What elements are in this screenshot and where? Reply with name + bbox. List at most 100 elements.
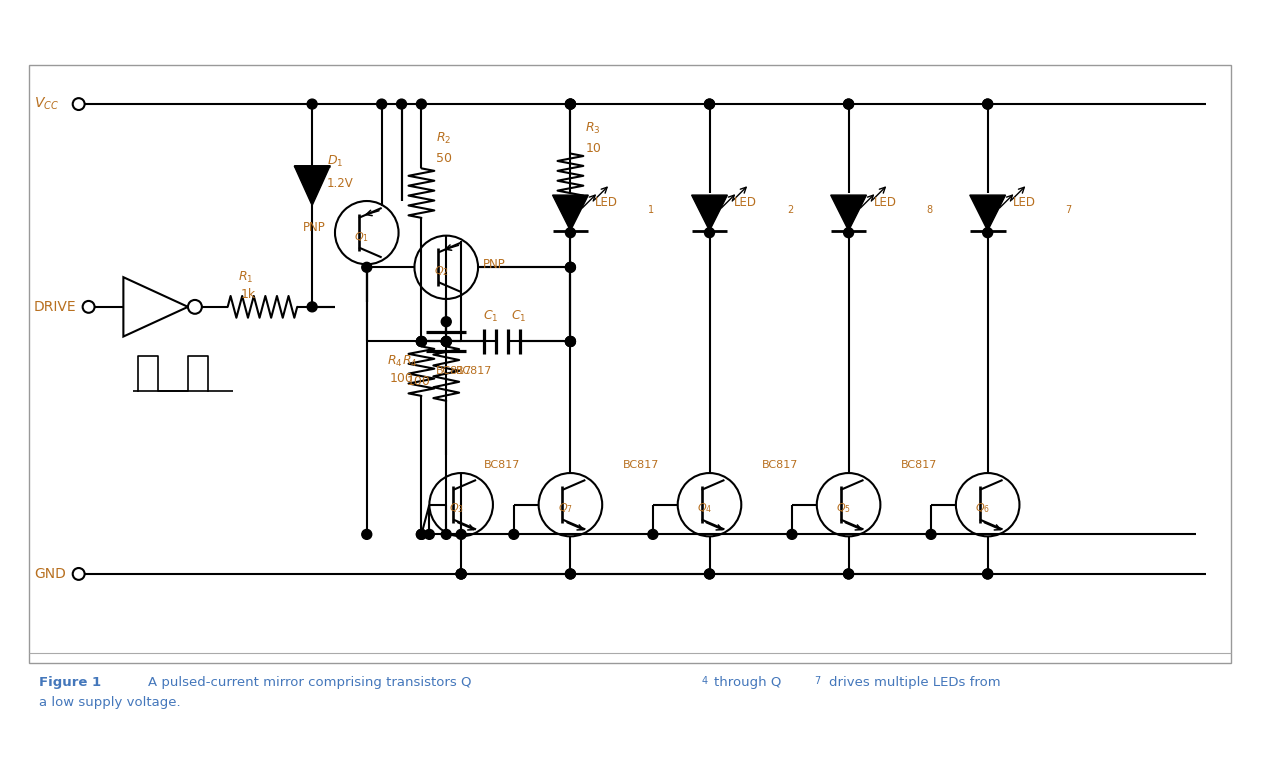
Circle shape — [82, 301, 95, 313]
Text: $R_3$: $R_3$ — [585, 121, 602, 136]
Circle shape — [844, 99, 854, 109]
Polygon shape — [831, 195, 867, 231]
Circle shape — [844, 569, 854, 579]
Circle shape — [442, 336, 452, 346]
Circle shape — [456, 569, 466, 579]
Circle shape — [307, 302, 317, 311]
Text: $V_{CC}$: $V_{CC}$ — [34, 96, 60, 113]
Circle shape — [566, 569, 575, 579]
Text: 4: 4 — [702, 675, 708, 685]
Text: through Q: through Q — [714, 676, 782, 689]
Circle shape — [442, 336, 452, 346]
Circle shape — [566, 99, 575, 109]
Circle shape — [377, 99, 387, 109]
Text: $Q_3$: $Q_3$ — [449, 501, 463, 514]
Text: 2: 2 — [787, 205, 793, 215]
Circle shape — [442, 530, 452, 540]
Circle shape — [704, 569, 714, 579]
Circle shape — [704, 99, 714, 109]
Circle shape — [416, 99, 426, 109]
Circle shape — [566, 336, 575, 346]
Polygon shape — [294, 166, 330, 205]
Circle shape — [416, 530, 426, 540]
Text: $D_1$: $D_1$ — [327, 153, 344, 169]
Circle shape — [566, 262, 575, 272]
Circle shape — [982, 569, 992, 579]
Text: BC817: BC817 — [437, 366, 472, 376]
Circle shape — [362, 262, 372, 272]
Text: $R_2$: $R_2$ — [437, 131, 452, 146]
Text: PNP: PNP — [303, 221, 326, 234]
Circle shape — [844, 569, 854, 579]
Polygon shape — [970, 195, 1005, 231]
Circle shape — [509, 530, 519, 540]
Text: 7: 7 — [813, 675, 820, 685]
Text: BC817: BC817 — [456, 366, 492, 376]
Text: 100: 100 — [390, 372, 414, 385]
Circle shape — [424, 530, 434, 540]
Circle shape — [72, 98, 85, 110]
Text: $Q_2$: $Q_2$ — [434, 264, 449, 278]
Circle shape — [416, 336, 426, 346]
Circle shape — [844, 227, 854, 237]
Text: BC817: BC817 — [483, 460, 520, 470]
Circle shape — [416, 530, 426, 540]
Text: a low supply voltage.: a low supply voltage. — [39, 696, 180, 709]
Text: 8: 8 — [926, 205, 933, 215]
Text: $Q_4$: $Q_4$ — [697, 501, 712, 514]
Circle shape — [442, 336, 452, 346]
Circle shape — [566, 336, 575, 346]
Text: $C_1$: $C_1$ — [483, 309, 499, 325]
Circle shape — [72, 568, 85, 580]
Text: BC817: BC817 — [763, 460, 798, 470]
Text: $R_1$: $R_1$ — [237, 270, 253, 284]
Circle shape — [188, 300, 202, 314]
Text: 1.2V: 1.2V — [327, 177, 354, 190]
Text: PNP: PNP — [483, 258, 506, 271]
Circle shape — [982, 99, 992, 109]
Circle shape — [456, 569, 466, 579]
Text: 10: 10 — [585, 142, 602, 155]
Circle shape — [648, 530, 657, 540]
Text: 100: 100 — [406, 375, 430, 388]
Circle shape — [704, 99, 714, 109]
Circle shape — [442, 317, 452, 327]
Polygon shape — [692, 195, 727, 231]
Circle shape — [566, 99, 575, 109]
Circle shape — [704, 227, 714, 237]
Text: $Q_1$: $Q_1$ — [354, 230, 369, 244]
Circle shape — [456, 569, 466, 579]
Text: LED: LED — [873, 197, 896, 210]
Text: 1: 1 — [648, 205, 654, 215]
Circle shape — [982, 99, 992, 109]
Circle shape — [787, 530, 797, 540]
Text: BC817: BC817 — [623, 460, 660, 470]
Circle shape — [397, 99, 406, 109]
Text: 7: 7 — [1065, 205, 1071, 215]
Text: Figure 1: Figure 1 — [39, 676, 102, 689]
Circle shape — [926, 530, 937, 540]
Polygon shape — [552, 195, 589, 231]
Text: LED: LED — [595, 197, 618, 210]
Text: GND: GND — [34, 567, 66, 581]
Text: LED: LED — [735, 197, 758, 210]
Text: $Q_7$: $Q_7$ — [558, 501, 574, 514]
Circle shape — [982, 569, 992, 579]
Text: $Q_5$: $Q_5$ — [836, 501, 851, 514]
Text: A pulsed-current mirror comprising transistors Q: A pulsed-current mirror comprising trans… — [148, 676, 472, 689]
Text: $R_4$: $R_4$ — [401, 354, 418, 369]
Circle shape — [456, 530, 466, 540]
Text: $R_4$: $R_4$ — [387, 354, 402, 369]
Circle shape — [566, 569, 575, 579]
Text: $C_1$: $C_1$ — [511, 309, 527, 325]
Circle shape — [566, 336, 575, 346]
Circle shape — [362, 530, 372, 540]
Circle shape — [566, 99, 575, 109]
Circle shape — [416, 336, 426, 346]
Circle shape — [844, 99, 854, 109]
Circle shape — [416, 336, 426, 346]
Text: 50: 50 — [437, 152, 452, 165]
Text: LED: LED — [1013, 197, 1036, 210]
Circle shape — [566, 262, 575, 272]
Text: DRIVE: DRIVE — [34, 300, 76, 314]
